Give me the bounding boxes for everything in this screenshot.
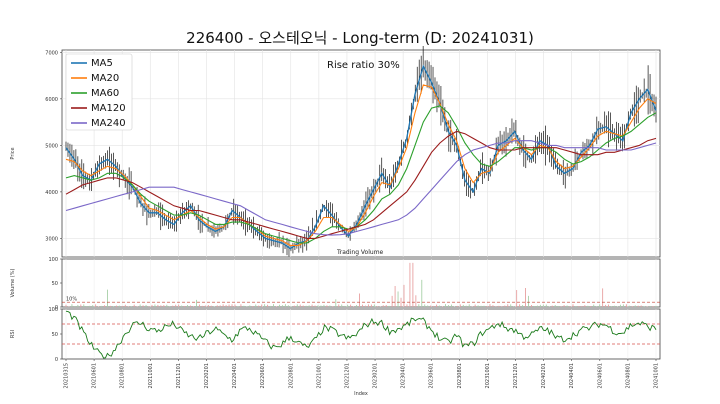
legend-label-ma5: MA5 [91,58,113,69]
x-tick-label: 20211001 [148,363,154,388]
x-tick-label: 20210315 [64,363,70,388]
x-tick-label: 20240601 [597,363,603,388]
series-line-ma240 [65,140,657,236]
price-tick-label: 4000 [45,190,58,196]
x-tick-label: 20221201 [344,363,350,388]
x-tick-label: 20231201 [513,363,519,388]
price-tick-label: 5000 [45,143,58,149]
price-axis-label: Price [10,147,16,159]
x-tick-label: 20230801 [457,363,463,388]
volume-tick-label: 0 [55,305,58,311]
series-line-ma120 [65,130,657,239]
legend-label-ma120: MA120 [91,103,126,114]
legend-label-ma60: MA60 [91,88,119,99]
price-tick-label: 6000 [45,97,58,103]
x-tick-label: 20241001 [654,363,660,388]
trading-volume-annotation: Trading Volume [336,249,384,256]
x-tick-label: 20211201 [176,363,182,388]
legend-label-ma20: MA20 [91,73,119,84]
volume-threshold-label: 10% [66,297,77,303]
x-tick-label: 20240801 [625,363,631,388]
x-tick-label: 20220201 [204,363,210,388]
x-axis: 20210315 20210601 20210801 20211001 20211201… [64,359,660,397]
x-tick-label: 20221001 [316,363,322,388]
rsi-panel: 0 50 100 RSI [10,307,661,363]
series-line-ma60 [65,105,657,244]
price-tick-label: 7000 [45,50,58,56]
x-tick-label: 20231001 [485,363,491,388]
volume-tick-label: 50 [52,281,58,287]
rsi-tick-label: 50 [52,332,58,338]
legend-label-ma240: MA240 [91,118,126,129]
price-legend: MA5 MA20 MA60 MA120 MA240 [65,53,133,131]
chart-title: 226400 - 오스테오닉 - Long-term (D: 20241031) [186,29,534,47]
x-tick-label: 20230601 [429,363,435,388]
rsi-plot-area [61,308,661,360]
x-tick-label: 20230201 [373,363,379,388]
legend-box [65,53,133,131]
price-plot-area [61,49,661,258]
volume-plot-area [61,258,661,308]
series-line-ma20 [65,84,657,246]
volume-tick-label: 100 [48,257,58,263]
x-tick-label: 20230401 [401,363,407,388]
x-tick-label: 20210601 [92,363,98,388]
volume-axis-label: Volume (%) [10,269,16,298]
rsi-tick-label: 0 [55,357,58,363]
rsi-line [65,310,657,359]
price-tick-label: 3000 [45,236,58,242]
volume-panel: 0 50 100 Volume (%) 10% [10,257,661,311]
volume-bars [65,262,657,307]
price-panel: 3000 4000 5000 6000 7000 Price MA5 MA20 MA60 MA12… [10,46,661,258]
x-tick-label: 20220401 [232,363,238,388]
rise-ratio-annotation: Rise ratio 30% [327,60,400,71]
x-tick-label: 20220801 [288,363,294,388]
x-axis-label: Index [354,391,368,397]
x-tick-label: 20210801 [120,363,126,388]
x-tick-label: 20240401 [569,363,575,388]
rsi-axis-label: RSI [10,330,16,338]
series-line-ma5 [65,64,657,250]
rsi-tick-label: 100 [48,307,58,313]
x-tick-label: 20220601 [260,363,266,388]
x-tick-label: 20240201 [541,363,547,388]
